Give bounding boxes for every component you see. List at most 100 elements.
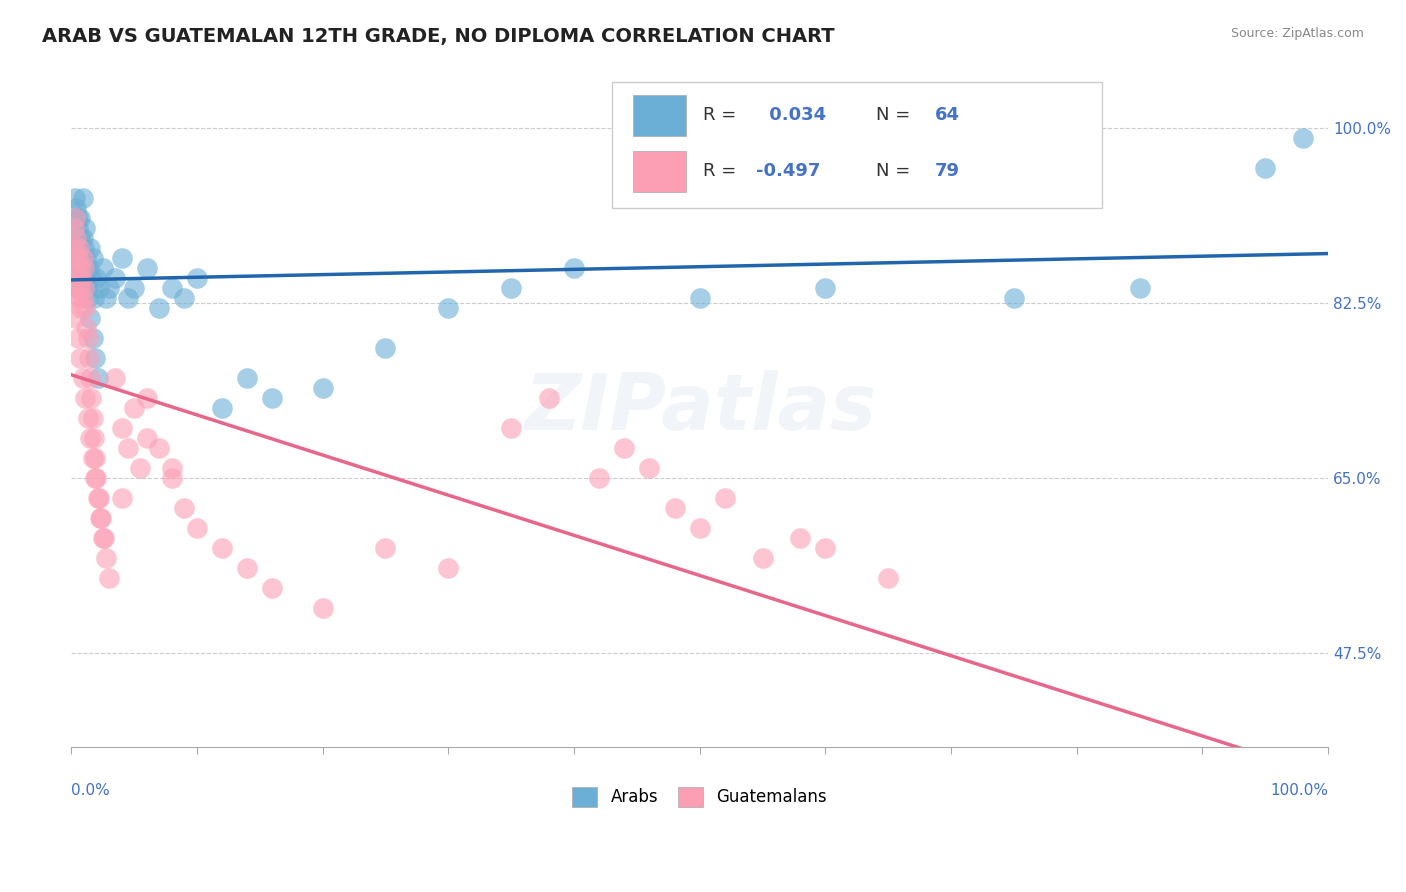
Point: [82, 331, 104, 345]
Point: [148, 301, 170, 315]
Point: [211, 541, 233, 555]
Point: [73, 271, 96, 285]
Point: [75, 221, 97, 235]
Text: 0.0%: 0.0%: [72, 783, 110, 797]
Point: [135, 391, 157, 405]
Point: [67, 241, 90, 255]
Point: [75, 321, 97, 335]
Point: [236, 371, 259, 385]
Point: [62, 241, 84, 255]
Point: [79, 241, 101, 255]
Point: [75, 301, 97, 315]
Point: [62, 221, 84, 235]
Point: [79, 371, 101, 385]
Point: [72, 291, 94, 305]
Point: [87, 281, 110, 295]
Point: [76, 281, 98, 295]
Point: [84, 450, 107, 465]
Point: [80, 391, 103, 405]
Point: [65, 261, 87, 276]
Point: [122, 401, 145, 415]
Text: R =: R =: [703, 105, 742, 124]
Point: [69, 351, 91, 365]
Text: N =: N =: [876, 105, 915, 124]
Point: [789, 531, 811, 545]
Point: [69, 281, 91, 295]
FancyBboxPatch shape: [633, 95, 686, 136]
Text: 0.034: 0.034: [762, 105, 825, 124]
Point: [311, 381, 333, 395]
Point: [262, 581, 284, 595]
Point: [173, 291, 195, 305]
Point: [186, 521, 208, 535]
Point: [86, 271, 108, 285]
Point: [91, 261, 114, 276]
Point: [1254, 161, 1277, 176]
Text: 79: 79: [935, 161, 960, 179]
Point: [62, 251, 84, 265]
Point: [501, 281, 523, 295]
Point: [66, 271, 89, 285]
Text: R =: R =: [703, 161, 742, 179]
Point: [69, 231, 91, 245]
Point: [96, 550, 118, 565]
Point: [67, 241, 90, 255]
Text: ZIPatlas: ZIPatlas: [523, 370, 876, 446]
Point: [135, 431, 157, 445]
Point: [72, 251, 94, 265]
Legend: Arabs, Guatemalans: Arabs, Guatemalans: [565, 780, 834, 814]
Point: [63, 311, 86, 326]
Text: Source: ZipAtlas.com: Source: ZipAtlas.com: [1230, 27, 1364, 40]
Point: [714, 491, 737, 505]
FancyBboxPatch shape: [633, 151, 686, 192]
Point: [173, 500, 195, 515]
Point: [66, 331, 89, 345]
Point: [877, 571, 900, 585]
Point: [83, 431, 105, 445]
Point: [160, 460, 183, 475]
Point: [70, 251, 93, 265]
Point: [104, 371, 127, 385]
Point: [160, 471, 183, 485]
Point: [82, 411, 104, 425]
Point: [117, 291, 139, 305]
Point: [751, 550, 773, 565]
Point: [84, 471, 107, 485]
Point: [437, 560, 460, 574]
Point: [77, 261, 100, 276]
Point: [75, 261, 97, 276]
Point: [374, 541, 396, 555]
Point: [77, 351, 100, 365]
Point: [63, 261, 86, 276]
Point: [89, 510, 111, 524]
Point: [73, 281, 96, 295]
Point: [83, 291, 105, 305]
Point: [129, 460, 152, 475]
Point: [66, 251, 89, 265]
Text: 64: 64: [935, 105, 960, 124]
Text: 100.0%: 100.0%: [1270, 783, 1329, 797]
Point: [1292, 131, 1315, 145]
Point: [437, 301, 460, 315]
Point: [82, 251, 104, 265]
Point: [62, 291, 84, 305]
Point: [374, 341, 396, 355]
Point: [70, 281, 93, 295]
Point: [63, 211, 86, 226]
Point: [814, 281, 837, 295]
Point: [814, 541, 837, 555]
Point: [69, 211, 91, 226]
Point: [67, 291, 90, 305]
Point: [638, 460, 661, 475]
Point: [689, 521, 711, 535]
Point: [90, 510, 112, 524]
Point: [104, 271, 127, 285]
Point: [84, 351, 107, 365]
Point: [122, 281, 145, 295]
Point: [70, 301, 93, 315]
Point: [110, 421, 132, 435]
Point: [76, 331, 98, 345]
Point: [79, 431, 101, 445]
Point: [117, 441, 139, 455]
Point: [186, 271, 208, 285]
